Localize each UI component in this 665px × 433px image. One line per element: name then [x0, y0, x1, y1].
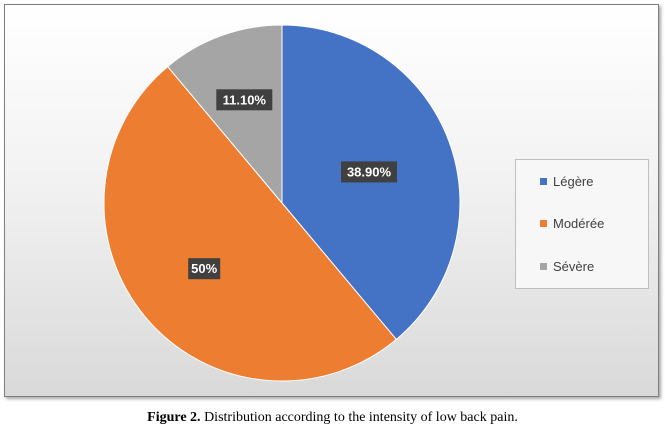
legend-label-severe: Sévère — [553, 259, 595, 274]
legend-item-legere: Légère — [540, 174, 593, 189]
legend: Légère Modérée Sévère — [515, 159, 649, 289]
data-label-box-legere — [341, 161, 397, 183]
figure-caption-label: Figure 2. — [147, 410, 201, 425]
data-label-text-moderee: 50% — [191, 261, 217, 276]
data-label-text-legere: 38.90% — [347, 164, 392, 179]
legend-swatch-legere — [540, 178, 547, 185]
legend-swatch-moderee — [540, 220, 547, 227]
legend-label-legere: Légère — [553, 174, 594, 189]
legend-label-moderee: Modérée — [553, 216, 605, 231]
data-label-box-severe — [216, 89, 273, 111]
legend-item-severe: Sévère — [540, 259, 594, 274]
pie-chart: 38.90% 50% 11.10% — [103, 24, 461, 382]
pie-slice-severe — [166, 24, 283, 205]
data-label-box-moderee — [188, 258, 221, 280]
legend-swatch-severe — [540, 263, 547, 270]
data-label-legere: 38.90% — [341, 161, 397, 183]
chart-frame: 38.90% 50% 11.10% Légère Modérée Sévère — [4, 4, 659, 397]
figure-caption-text: Distribution according to the intensity … — [200, 410, 518, 425]
data-label-severe: 11.10% — [216, 89, 273, 111]
legend-item-moderee: Modérée — [540, 216, 604, 231]
figure-caption: Figure 2. Distribution according to the … — [0, 410, 665, 426]
data-label-text-severe: 11.10% — [223, 92, 267, 107]
data-label-moderee: 50% — [188, 258, 221, 280]
pie-slice-moderee — [103, 65, 398, 382]
